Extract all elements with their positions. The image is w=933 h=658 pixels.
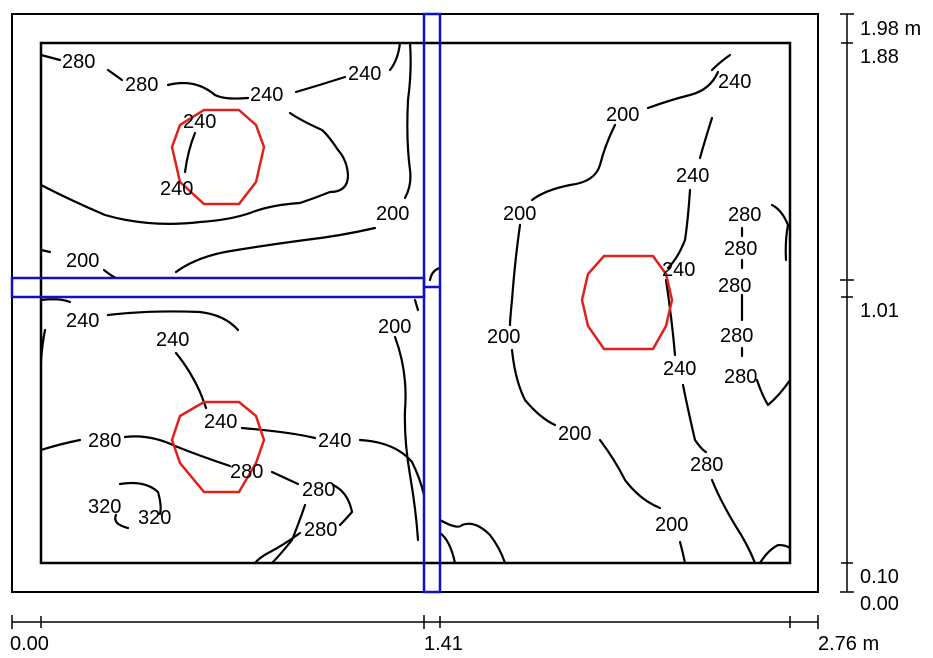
contour-line — [270, 470, 300, 486]
contour-line — [413, 298, 420, 312]
contour-label: 280 — [302, 479, 335, 501]
y-scale-mid-label: 1.01 — [860, 300, 899, 322]
x-scale-start-label: 0.00 — [10, 633, 49, 655]
contour-line — [710, 478, 757, 565]
x-scale-end-label: 2.76 m — [818, 633, 879, 655]
contour-line — [710, 53, 732, 72]
contour-label: 280 — [125, 74, 158, 96]
contour-line — [123, 435, 232, 468]
luminaire-octagon — [170, 400, 266, 494]
y-scale-inner-bottom-label: 0.10 — [860, 566, 899, 588]
contour-label: 320 — [88, 496, 121, 518]
contour-label: 200 — [487, 326, 520, 348]
contour-label: 200 — [655, 514, 688, 536]
contour-label: 280 — [718, 275, 751, 297]
contour-label: 240 — [663, 358, 696, 380]
contour-label: 240 — [662, 259, 695, 281]
contour-label: 320 — [138, 507, 171, 529]
contour-label: 240 — [183, 111, 216, 133]
contour-label: 280 — [88, 430, 121, 452]
contour-line — [174, 351, 208, 410]
contour-label: 200 — [66, 250, 99, 272]
contour-label: 200 — [606, 104, 639, 126]
contour-line — [106, 68, 124, 82]
contour-line — [39, 328, 47, 364]
contour-label: 200 — [378, 316, 411, 338]
contour-line — [114, 513, 130, 530]
contour-line — [240, 426, 317, 440]
contour-label: 240 — [156, 329, 189, 351]
contour-line — [183, 131, 197, 174]
contour-line — [508, 223, 522, 327]
contour-label: 240 — [204, 411, 237, 433]
contour-line — [438, 531, 457, 565]
contour-line — [698, 116, 714, 160]
luminaire-octagon — [170, 108, 266, 206]
contour-line — [388, 41, 402, 72]
y-scale — [840, 13, 854, 593]
contour-label: 280 — [724, 238, 757, 260]
contour-line — [755, 378, 792, 407]
contour-line — [39, 248, 52, 254]
contour-line — [39, 438, 82, 452]
contour-line — [770, 203, 790, 262]
contour-labels: 280 280 240 240 240 240 200 200 240 240 200 240 280 2… — [62, 51, 761, 541]
contour-line — [166, 81, 250, 100]
contour-line — [530, 123, 617, 202]
contour-line — [294, 75, 347, 94]
contour-label: 280 — [720, 325, 753, 347]
contour-line — [39, 111, 350, 225]
contour-label: 200 — [503, 203, 536, 225]
contour-label: 240 — [676, 165, 709, 187]
contour-line — [598, 438, 662, 510]
outer-wall — [11, 13, 819, 593]
contour-label: 240 — [250, 84, 283, 106]
contour-line — [681, 383, 708, 454]
contour-line — [118, 481, 162, 516]
y-scale-top-label: 1.98 m — [860, 18, 921, 40]
contour-line — [666, 188, 692, 270]
x-scale — [11, 615, 819, 629]
contour-line — [331, 483, 354, 527]
isolux-contours — [39, 41, 792, 565]
contour-line — [39, 298, 72, 304]
y-scale-bottom-label: 0.00 — [860, 593, 899, 615]
contour-line — [270, 503, 307, 565]
luminaire-octagon — [580, 254, 674, 351]
contour-line — [664, 278, 677, 357]
contour-label: 240 — [718, 71, 751, 93]
contour-label: 280 — [304, 519, 337, 541]
contour-label: 240 — [160, 178, 193, 200]
contour-line — [403, 41, 412, 200]
contour-line — [646, 70, 720, 110]
x-scale-mid-label: 1.41 — [424, 633, 463, 655]
horizontal-beam — [10, 276, 426, 299]
inner-wall — [39, 41, 792, 565]
contour-line — [174, 226, 377, 274]
contour-label: 240 — [66, 310, 99, 332]
contour-line — [678, 540, 687, 565]
contour-label: 280 — [230, 461, 263, 483]
y-scale-inner-top-label: 1.88 — [860, 46, 899, 68]
luminaires — [170, 108, 674, 494]
contour-line — [428, 266, 442, 282]
contour-line — [358, 438, 426, 497]
contour-label: 280 — [690, 454, 723, 476]
contour-label: 280 — [728, 204, 761, 226]
contour-line — [39, 53, 62, 62]
vertical-beam — [422, 12, 442, 594]
contour-label: 200 — [376, 203, 409, 225]
contour-line — [393, 335, 420, 542]
contour-line — [758, 543, 792, 565]
contour-label: 200 — [558, 423, 591, 445]
contour-line — [510, 348, 557, 427]
beams — [10, 12, 442, 594]
contour-label: 280 — [724, 366, 757, 388]
contour-label: 280 — [62, 51, 95, 73]
contour-line — [106, 310, 240, 332]
contour-label: 240 — [318, 430, 351, 452]
contour-line — [438, 518, 507, 565]
contour-label: 240 — [348, 63, 381, 85]
